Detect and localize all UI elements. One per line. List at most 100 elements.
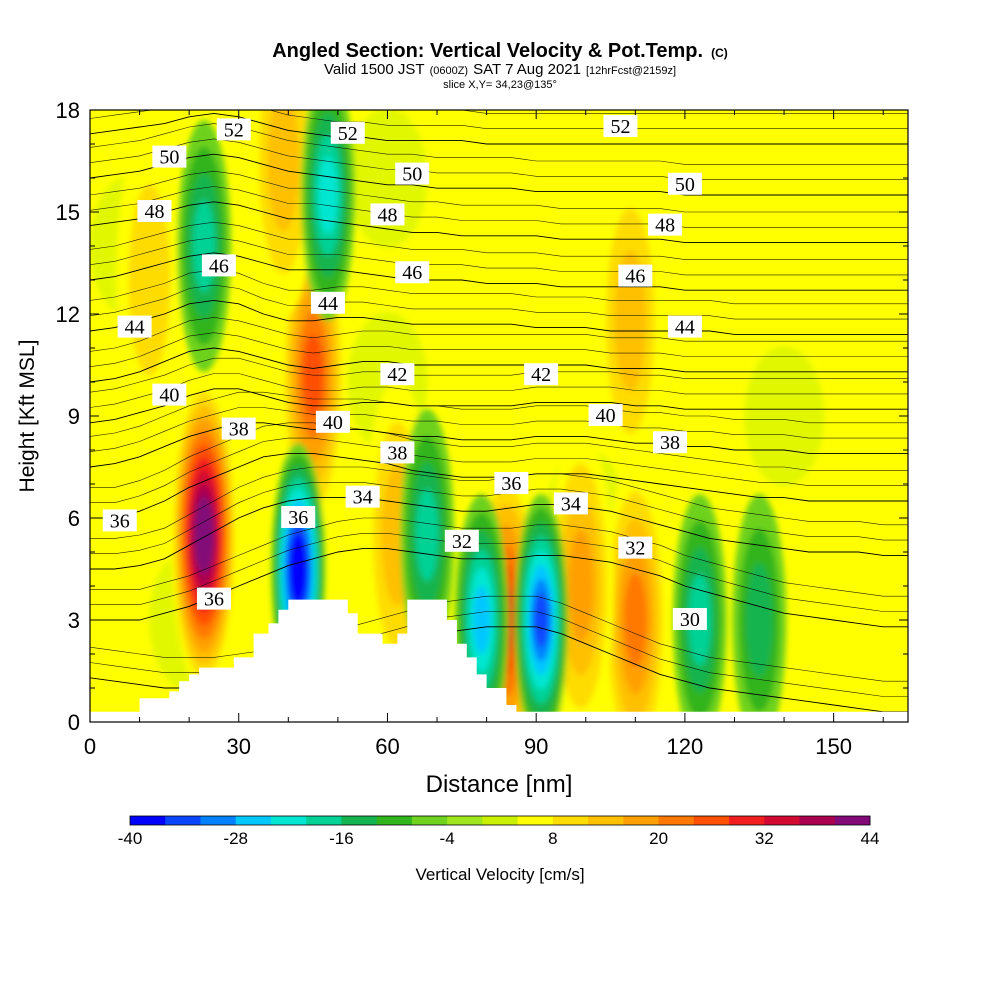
colorbar-label: Vertical Velocity [cm/s] [415,865,584,884]
x-tick-label-90: 90 [524,734,548,759]
contour-label-text: 44 [675,317,695,339]
contour-label-32-29: 32 [444,529,479,553]
colorbar-swatch-1 [165,816,201,825]
isentrope-minor2-48 [90,170,908,213]
contour-label-box [524,363,559,386]
contour-label-46-11: 46 [618,264,653,288]
contour-label-text: 46 [625,266,645,288]
colorbar-tick-label-8: 8 [548,829,557,848]
contour-label-box [315,410,350,433]
y-axis-label: Height [Kft MSL] [16,340,39,493]
contour-label-box [653,431,688,454]
isentrope-minor-44 [90,284,908,320]
colorbar-swatch-4 [270,816,307,825]
contour-label-box [494,472,529,494]
contour-label-box [553,492,588,515]
contour-label-text: 50 [402,164,422,186]
colorbar-swatch-16 [693,816,730,825]
colorbar-swatch-10 [482,816,519,825]
x-axis: 0 30 60 90 120 150 [84,110,884,759]
contour-label-box [152,145,187,168]
contour-label-box [370,203,405,226]
colorbar-swatch-15 [658,816,695,825]
contour-label-40-19: 40 [588,404,623,427]
contour-label-50-4: 50 [395,162,430,186]
colorbar-swatch-17 [729,816,765,825]
contour-label-box [380,363,415,386]
colorbar-swatch-19 [799,816,836,825]
isentrope-52 [90,112,908,145]
isentrope-minor-40 [90,373,908,408]
contour-label-text: 38 [229,419,249,441]
contour-label-32-30: 32 [618,536,653,560]
contour-label-text: 32 [625,538,645,560]
contour-label-30-31: 30 [672,608,707,631]
downdraft-5-level-4 [416,489,439,581]
colorbar-tick-label--40: -40 [118,829,143,848]
downdraft-4-level-4 [193,200,216,292]
isentrope-42 [90,347,908,383]
downdraft-2-level-6 [473,586,491,654]
colorbar-swatch-5 [306,816,342,825]
x-tick-label-30: 30 [226,734,250,759]
colorbar-swatch-11 [517,816,554,825]
contour-label-44-13: 44 [310,291,345,315]
colorbar-tick-label-32: 32 [755,829,774,848]
contour-label-text: 48 [377,204,397,226]
contour-label-text: 34 [561,493,581,515]
isentrope-minor2-40 [90,357,908,393]
contour-label-box [444,529,479,552]
contour-label-text: 36 [501,473,521,495]
y-tick-label-3: 3 [68,608,80,633]
colorbar-tick-label-44: 44 [861,829,880,848]
x-tick-label-120: 120 [667,734,704,759]
updraft-5-level-4 [567,530,594,642]
colorbar-frame [129,815,871,826]
contour-label-box [603,115,638,137]
contour-label-text: 32 [452,531,472,553]
contour-label-50-3: 50 [152,145,187,169]
x-tick-label-150: 150 [815,734,852,759]
contour-label-46-10: 46 [395,261,430,284]
contour-label-52-0: 52 [216,118,251,141]
colorbar-swatch-20 [834,816,871,825]
contour-label-text: 40 [596,405,616,427]
isentrope-minor-34 [90,481,908,555]
contour-label-48-7: 48 [370,203,405,226]
isentrope-50 [90,153,908,196]
contour-label-box [117,315,152,338]
x-tick-label-60: 60 [375,734,399,759]
contour-label-text: 52 [610,116,630,138]
isentrope-minor-46 [90,237,908,276]
contour-label-box [281,506,316,528]
contour-label-40-18: 40 [315,410,350,434]
contour-label-box [667,315,702,338]
contour-label-box [672,608,707,630]
contour-label-text: 38 [387,442,407,464]
contour-label-box [216,118,251,141]
isentrope-40 [90,388,908,424]
isentrope-minor-50 [90,138,908,180]
contour-label-text: 44 [318,293,338,315]
isentrope-minor2-38 [90,391,908,437]
isentrope-minor2-46 [90,221,908,260]
contour-label-48-8: 48 [648,213,683,237]
contour-label-text: 36 [204,589,224,611]
contour-label-38-22: 38 [653,431,688,454]
contour-label-44-12: 44 [117,315,152,339]
colorbar-swatch-3 [235,816,272,825]
updraft-0-level-11 [197,509,211,561]
contour-label-text: 36 [288,507,308,529]
contour-label-36-26: 36 [196,587,231,611]
isentrope-minor-48 [90,186,908,228]
updraft-3-level-5 [624,573,647,667]
isentrope-minor2-52 [385,110,908,114]
colorbar-tick-label-20: 20 [649,829,668,848]
contour-label-text: 48 [144,201,164,223]
isentrope-minor-42 [90,332,908,367]
contour-label-36-23: 36 [102,509,137,532]
colorbar-tick-label--16: -16 [329,829,354,848]
